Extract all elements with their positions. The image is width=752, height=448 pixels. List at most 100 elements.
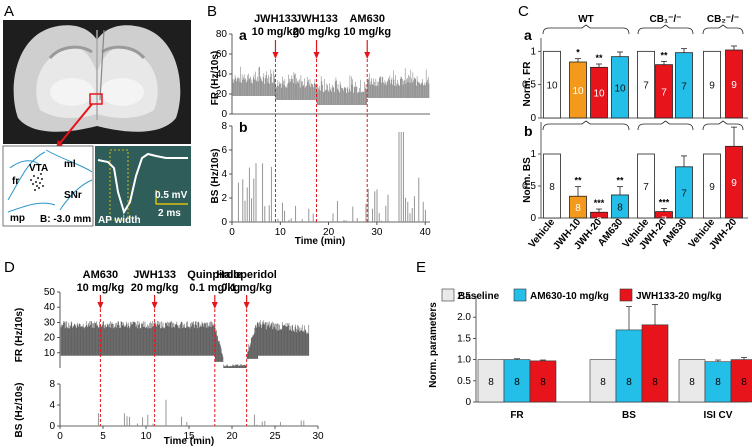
- c-group-label: CB₁⁻/⁻: [650, 14, 682, 25]
- b-bs-ytick-label: 6: [221, 145, 227, 156]
- d-fr-ytick-label: 50: [44, 287, 56, 298]
- d-bs-trace: [97, 399, 305, 426]
- b-bs-ytick-label: 4: [221, 169, 227, 180]
- d-injection-drug: JWH133: [133, 269, 176, 281]
- panel-a-atlas-inset: fr VTA ml SNr mp B: -3.0 mm: [2, 145, 94, 227]
- d-fr-ytick-label: 10: [44, 348, 56, 359]
- c-group-bracket-lower: [637, 120, 694, 131]
- c-fr-bar: [703, 50, 721, 119]
- b-fr-ytick-label: 0: [221, 109, 227, 120]
- e-ytick-label: 2.0: [457, 312, 471, 323]
- d-injection-dose: 0.1 mg/kg: [221, 282, 272, 294]
- e-n-label: 8: [626, 377, 632, 388]
- d-injection-arrowhead: [211, 302, 218, 309]
- c-bs-n-label: 7: [681, 188, 687, 199]
- d-xtick-label: 0: [57, 431, 63, 442]
- e-legend: Baseline AM630-10 mg/kg JWH133-20 mg/kg: [441, 288, 722, 302]
- d-fr-plot: 10 20 30 40 50: [44, 287, 310, 368]
- c-bs-significance: **: [574, 176, 582, 186]
- d-injection-drug: Haloperidol: [216, 269, 277, 281]
- b-injection-dose: 10 mg/kg: [252, 26, 300, 38]
- c-fr-significance: **: [595, 53, 603, 63]
- c-fr-ytick-label: 1: [530, 46, 536, 57]
- e-ytick-label: 0: [465, 397, 471, 408]
- d-injection-dose: 20 mg/kg: [131, 282, 179, 294]
- b-injection-drug: JWH133: [295, 13, 338, 25]
- panel-c-sub-a: a: [524, 27, 532, 43]
- e-n-label: 8: [689, 377, 695, 388]
- b-fr-ytick-label: 40: [216, 69, 228, 80]
- c-fr-n-label: 7: [661, 87, 667, 98]
- c-bs-ytick-label: 1: [530, 149, 536, 160]
- c-fr-bar-chart: 0 0.5 1 10 10 * 10 ** 10 7 7 ** 7 9 9: [522, 38, 748, 124]
- e-ytick-label: 1.0: [457, 355, 471, 366]
- c-group-label: CB₂⁻/⁻: [707, 14, 739, 25]
- panel-c-letter: C: [518, 3, 529, 20]
- d-xlabel: Time (min): [164, 436, 214, 447]
- b-injection-arrowhead: [272, 52, 279, 59]
- c-bs-bar: [543, 153, 561, 219]
- panel-a-letter: A: [4, 3, 14, 20]
- d-fr-ylabel: FR (Hz/10s): [14, 308, 25, 362]
- d-xtick-label: 10: [140, 431, 152, 442]
- c-fr-n-label: 9: [709, 81, 715, 92]
- e-n-label: 8: [488, 377, 494, 388]
- c-fr-n-label: 10: [572, 86, 584, 97]
- c-bs-ytick-label: 0.5: [522, 181, 536, 192]
- e-category-label: FR: [510, 410, 524, 421]
- c-group-bracket-lower: [702, 120, 744, 131]
- d-fr-ytick-label: 30: [44, 317, 56, 328]
- e-bar: [641, 324, 669, 403]
- panel-a-brain-image: [3, 20, 191, 149]
- b-xtick-label: 40: [420, 227, 432, 238]
- b-fr-plot: 0 20 40 60 80: [216, 29, 430, 120]
- c-group-bracket: [637, 24, 694, 35]
- d-bs-ytick-label: 0: [49, 421, 55, 432]
- scale-time: 2 ms: [158, 208, 181, 219]
- label-fr: fr: [12, 176, 19, 187]
- e-bar: [589, 359, 617, 403]
- e-n-label: 8: [715, 377, 721, 388]
- c-fr-n-label: 7: [681, 81, 687, 92]
- e-legend-swatch: [441, 288, 455, 302]
- b-fr-ytick-label: 80: [216, 29, 228, 40]
- e-category-label: BS: [622, 410, 636, 421]
- d-injection-drug: AM630: [83, 269, 118, 281]
- c-fr-significance: **: [660, 50, 668, 60]
- c-fr-ytick-label: 0: [530, 113, 536, 124]
- b-fr-ytick-label: 60: [216, 49, 228, 60]
- d-injection-arrowhead: [243, 302, 250, 309]
- c-bs-bar: [703, 153, 721, 219]
- e-legend-swatch: [513, 288, 527, 302]
- c-bs-n-label: 8: [575, 203, 581, 214]
- e-category-label: ISI CV: [704, 410, 733, 421]
- c-group-bracket: [542, 24, 630, 35]
- e-bar-chart: 0 0.5 1.0 1.5 2.0 2.5 8 8 8 FR 8 8 8 BS 8 8 8 ISI CV: [457, 291, 752, 421]
- d-bs-ylabel: BS (Hz/10s): [14, 382, 25, 437]
- d-fr-ytick-label: 20: [44, 333, 56, 344]
- e-n-label: 8: [741, 377, 747, 388]
- panel-b-sub-a: a: [239, 27, 247, 43]
- c-bs-n-label: 9: [709, 182, 715, 193]
- panel-a-waveform: 0.5 mV 2 ms AP width: [95, 146, 191, 226]
- c-group-label: WT: [578, 14, 594, 25]
- c-group-brackets: WT CB₁⁻/⁻ CB₂⁻/⁻: [542, 14, 744, 131]
- c-fr-n-label: 10: [546, 81, 558, 92]
- b-injection-arrowhead: [364, 52, 371, 59]
- c-fr-n-label: 10: [593, 89, 605, 100]
- ap-width-label: AP width: [98, 215, 141, 226]
- c-fr-significance: *: [576, 48, 580, 58]
- b-xlabel: Time (min): [295, 236, 345, 247]
- b-injection-drug: JWH133: [254, 13, 297, 25]
- b-injection-drug: AM630: [349, 13, 384, 25]
- bregma-label: B: -3.0 mm: [40, 214, 91, 225]
- e-bar: [477, 359, 505, 403]
- c-bs-ylabel: Norm. BS: [522, 157, 533, 203]
- c-group-bracket: [702, 24, 744, 35]
- c-bs-significance: ***: [594, 198, 605, 208]
- c-bs-n-label: 9: [731, 178, 737, 189]
- c-bs-significance: ***: [659, 197, 670, 207]
- b-fr-trace: [232, 66, 430, 105]
